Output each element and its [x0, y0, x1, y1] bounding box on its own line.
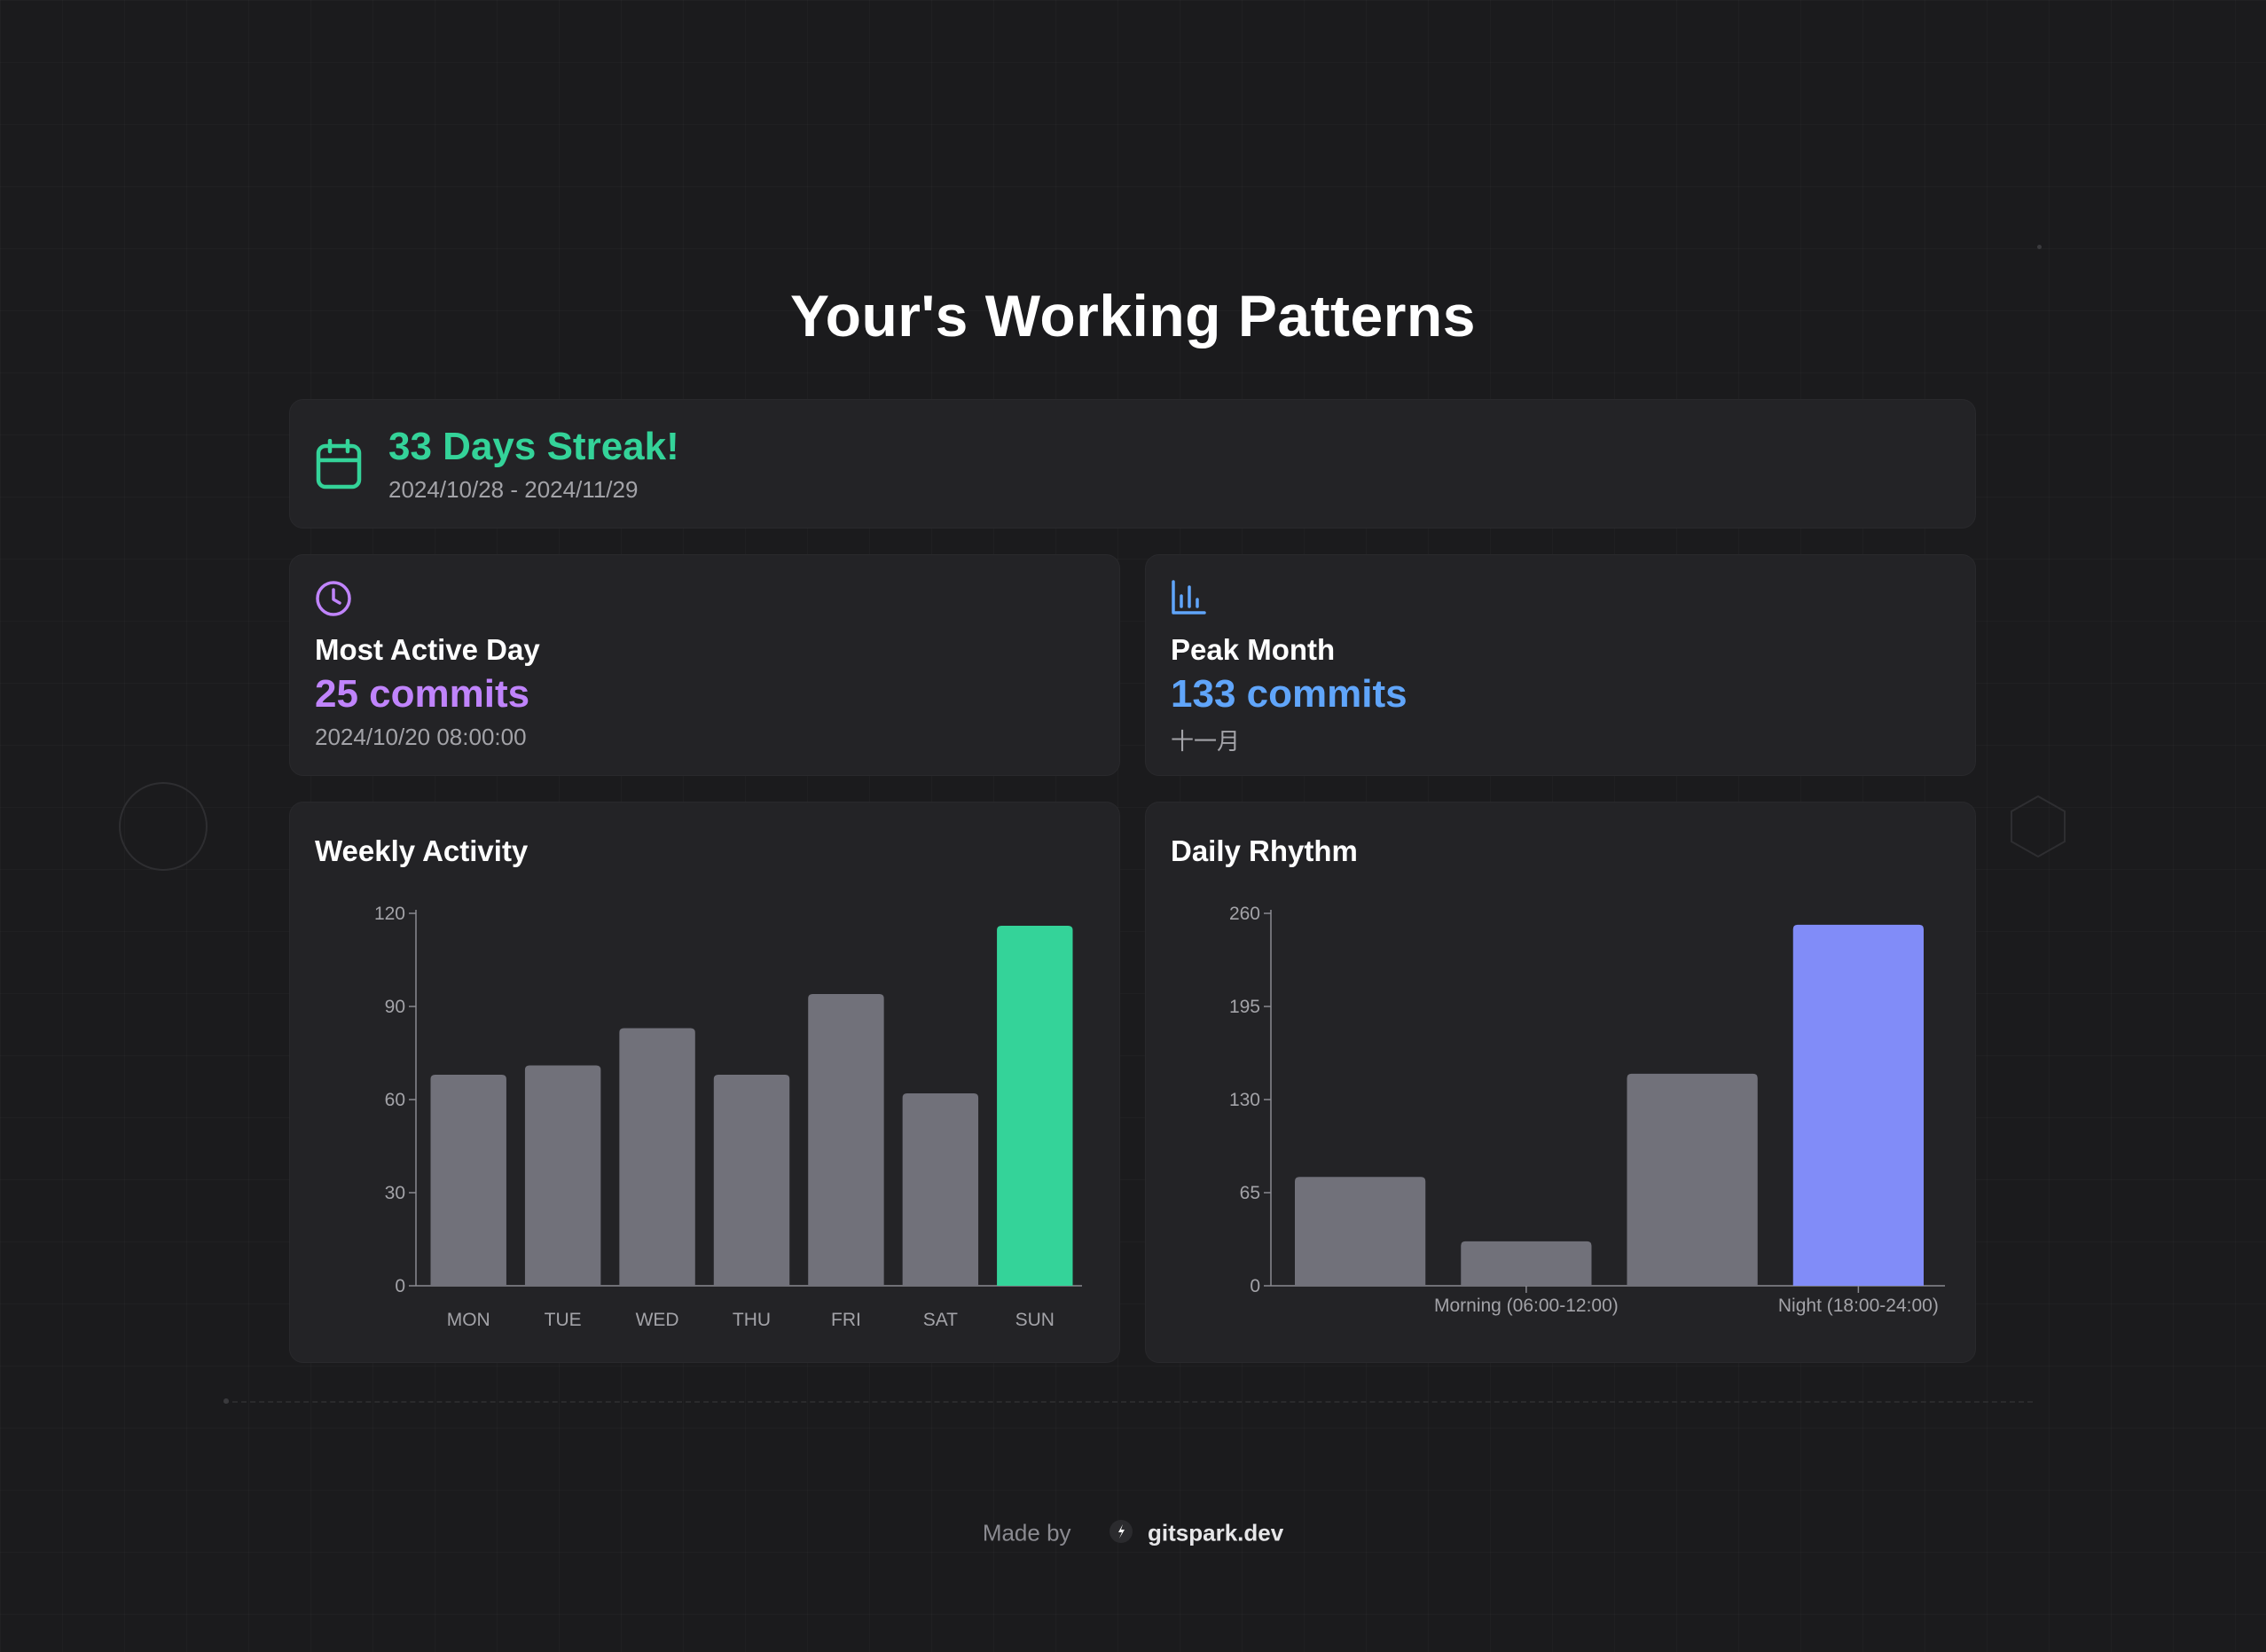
daily-bar-1[interactable] — [1461, 1241, 1592, 1286]
weekly-bar-2[interactable] — [619, 1028, 695, 1287]
daily-x-tick-label: Night (18:00-24:00) — [1778, 1296, 1939, 1316]
daily-y-tick-label: 130 — [1229, 1090, 1260, 1110]
weekly-bar-4[interactable] — [808, 994, 884, 1286]
weekly-bar-3[interactable] — [713, 1075, 790, 1286]
bar-chart-icon — [1171, 580, 1206, 620]
peak-month-label: Peak Month — [1171, 633, 1336, 666]
weekly-y-tick-label: 90 — [385, 997, 405, 1017]
weekly-y-tick-label: 0 — [395, 1276, 405, 1296]
weekly-activity-card: Weekly Activity 0 30 60 90 120 MON TUE WED THU FR… — [289, 802, 1120, 1363]
weekly-x-tick-label: SAT — [923, 1310, 958, 1330]
weekly-x-tick-label: MON — [447, 1310, 490, 1330]
streak-card: 33 Days Streak! 2024/10/28 - 2024/11/29 — [289, 399, 1976, 528]
clock-icon — [315, 580, 352, 622]
weekly-bar-1[interactable] — [524, 1065, 601, 1287]
daily-x-tick-label: Morning (06:00-12:00) — [1434, 1296, 1619, 1316]
peak-month-card: Peak Month 133 commits 十一月 — [1145, 554, 1976, 776]
weekly-activity-title: Weekly Activity — [315, 834, 529, 867]
decorative-dashed-line — [223, 1401, 2033, 1403]
daily-rhythm-chart: 0 65 130 195 260 Morning (06:00-12:00) Night (… — [1229, 904, 1945, 1316]
most-active-day-label: Most Active Day — [315, 633, 540, 666]
weekly-y-tick-label: 120 — [374, 904, 405, 924]
footer: Made by gitspark.dev — [0, 1518, 2266, 1547]
decorative-dot — [223, 1398, 229, 1404]
streak-date-range: 2024/10/28 - 2024/11/29 — [388, 476, 639, 503]
page-title: Your's Working Patterns — [790, 283, 1476, 348]
daily-y-tick-label: 195 — [1229, 997, 1260, 1017]
weekly-bar-0[interactable] — [430, 1075, 506, 1286]
weekly-bar-5[interactable] — [902, 1093, 979, 1286]
weekly-bar-6[interactable] — [997, 926, 1073, 1286]
brand-link[interactable]: gitspark.dev — [1148, 1519, 1284, 1546]
weekly-x-tick-label: WED — [636, 1310, 679, 1330]
weekly-x-tick-label: TUE — [545, 1310, 582, 1330]
most-active-day-card: Most Active Day 25 commits 2024/10/20 08… — [289, 554, 1120, 776]
weekly-x-tick-label: FRI — [831, 1310, 861, 1330]
daily-y-tick-label: 260 — [1229, 904, 1260, 924]
most-active-day-value: 25 commits — [315, 672, 530, 716]
weekly-y-tick-label: 30 — [385, 1183, 405, 1203]
peak-month-name: 十一月 — [1171, 728, 1241, 755]
weekly-x-tick-label: THU — [733, 1310, 771, 1330]
daily-rhythm-title: Daily Rhythm — [1171, 834, 1358, 867]
daily-rhythm-card: Daily Rhythm 0 65 130 195 260 Morning (06:00-… — [1145, 802, 1976, 1363]
daily-y-tick-label: 65 — [1240, 1183, 1260, 1203]
gitspark-logo-icon — [1109, 1520, 1133, 1544]
made-by-label: Made by — [982, 1519, 1071, 1546]
streak-title: 33 Days Streak! — [388, 425, 679, 468]
decorative-hexagon — [2011, 795, 2066, 858]
decorative-dot — [2037, 245, 2042, 249]
peak-month-value: 133 commits — [1171, 672, 1407, 716]
most-active-day-date: 2024/10/20 08:00:00 — [315, 724, 527, 750]
daily-y-tick-label: 0 — [1250, 1276, 1260, 1296]
weekly-activity-chart: 0 30 60 90 120 MON TUE WED THU FRI SAT SUN — [374, 904, 1082, 1330]
weekly-y-tick-label: 60 — [385, 1090, 405, 1110]
weekly-x-tick-label: SUN — [1015, 1310, 1055, 1330]
daily-bar-2[interactable] — [1627, 1073, 1758, 1286]
daily-bar-0[interactable] — [1295, 1177, 1426, 1286]
decorative-circle — [119, 782, 208, 871]
calendar-icon — [315, 438, 363, 495]
daily-bar-3[interactable] — [1792, 924, 1924, 1286]
